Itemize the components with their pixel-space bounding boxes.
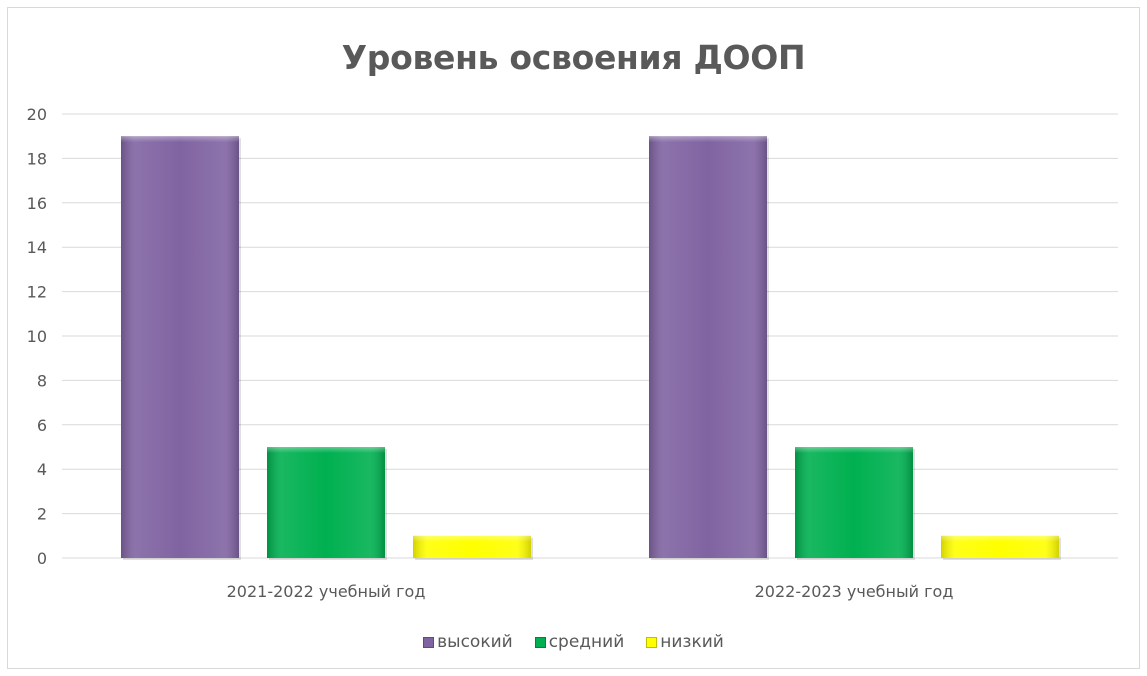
y-tick-label: 8 xyxy=(37,371,47,390)
legend-label: низкий xyxy=(660,632,724,652)
y-tick-label: 0 xyxy=(37,549,47,568)
bar-1-1 xyxy=(121,136,241,560)
x-category-label: 2021-2022 учебный год xyxy=(227,582,426,601)
bar-3-2 xyxy=(941,535,1061,560)
y-tick-label: 12 xyxy=(27,283,47,302)
legend-label: средний xyxy=(548,632,625,652)
legend-swatch xyxy=(646,636,658,648)
legend-item: низкий xyxy=(646,632,724,652)
legend-swatch xyxy=(423,636,435,648)
y-tick-label: 6 xyxy=(37,416,47,435)
bar-2-1 xyxy=(267,447,387,560)
legend-swatch xyxy=(534,636,546,648)
legend-item: высокий xyxy=(423,632,513,652)
y-tick-label: 20 xyxy=(27,105,47,124)
chart-title: Уровень освоения ДООП xyxy=(341,38,806,77)
chart-legend: высокий средний низкий xyxy=(0,632,1147,652)
bar-2-2 xyxy=(795,447,915,560)
legend-item: средний xyxy=(534,632,625,652)
bar-3-1 xyxy=(413,535,533,560)
y-tick-label: 4 xyxy=(37,460,47,479)
y-tick-label: 14 xyxy=(27,238,47,257)
y-tick-label: 2 xyxy=(37,505,47,524)
bar-1-2 xyxy=(649,136,769,560)
legend-label: высокий xyxy=(437,632,513,652)
y-tick-label: 10 xyxy=(27,327,47,346)
x-category-label: 2022-2023 учебный год xyxy=(755,582,954,601)
y-tick-label: 16 xyxy=(27,194,47,213)
y-tick-label: 18 xyxy=(27,149,47,168)
